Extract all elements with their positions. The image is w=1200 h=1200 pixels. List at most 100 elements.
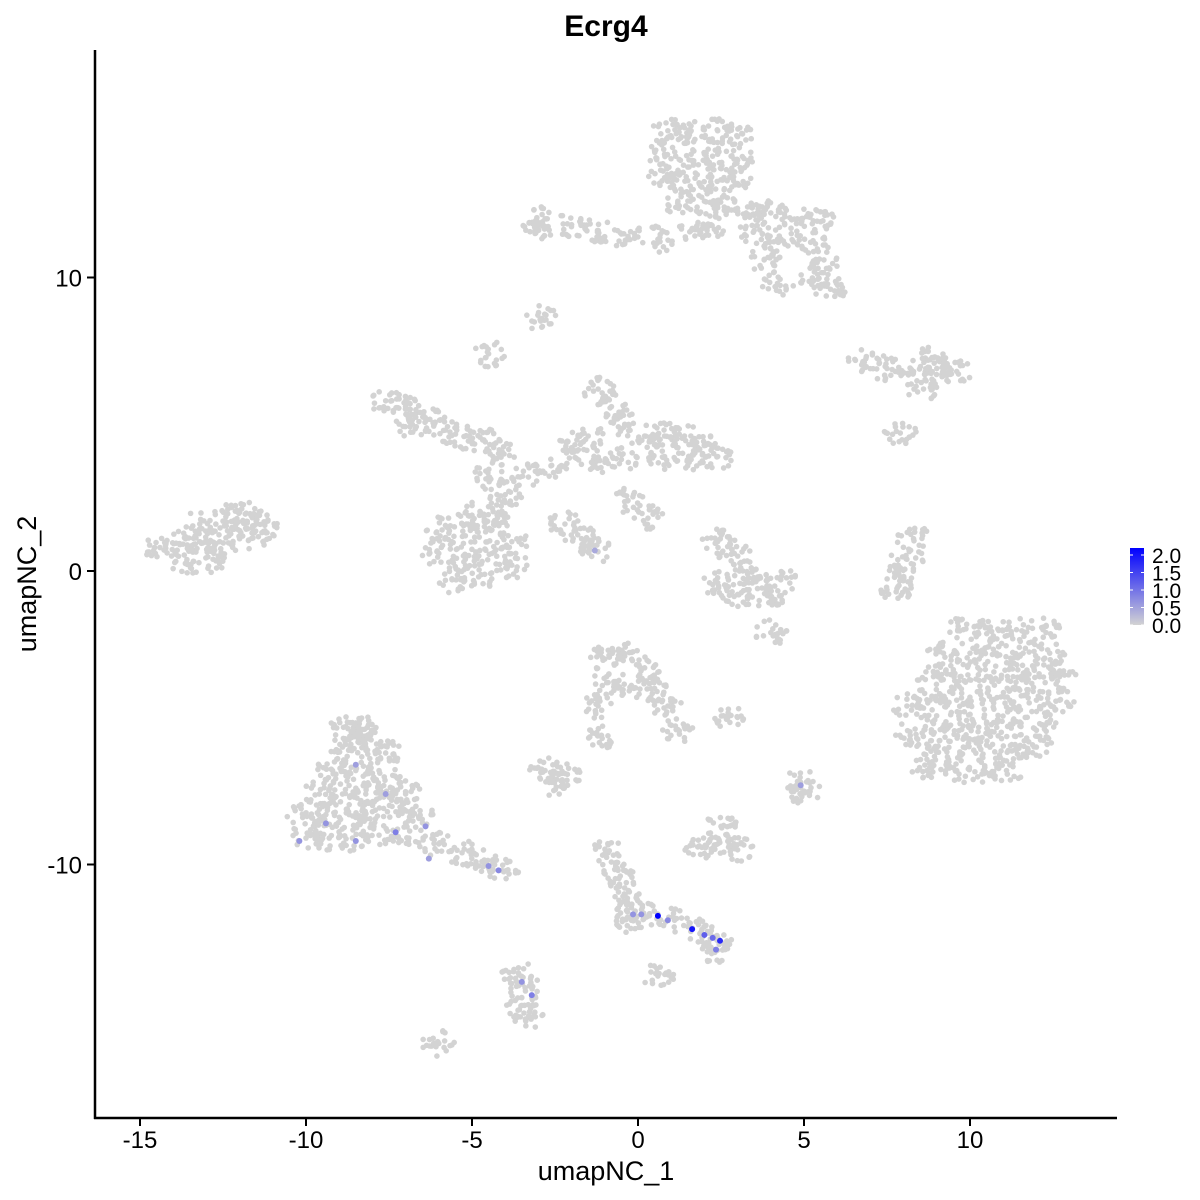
cell-point [173,540,179,546]
cell-point [507,500,513,507]
cell-point [516,482,522,488]
cell-point [910,568,917,574]
cell-point [604,744,611,751]
cell-point [491,341,498,348]
cell-point [365,717,372,724]
cell-point [369,721,375,728]
cell-point [699,945,706,952]
cell-point [293,830,299,836]
cell-point [903,556,909,562]
cell-point [355,739,361,745]
cell-point [728,551,735,558]
cell-point [478,561,485,567]
cell-point [504,859,510,866]
cell-point [992,675,999,682]
cell-point [820,242,827,248]
cell-point [990,719,997,726]
cell-point [510,571,517,577]
cell-point [169,546,176,553]
cell-point [605,733,611,739]
cell-point [627,684,633,691]
cell-point [899,437,905,443]
cell-point [664,178,671,185]
cell-point [629,869,636,875]
cell-point [611,227,618,233]
cell-point [490,543,497,550]
cell-point [1054,678,1061,684]
cell-point [512,1018,518,1024]
cell-point [801,223,808,230]
cell-point [164,550,170,556]
cell-point [898,721,905,727]
cell-point [696,210,703,217]
cell-point [547,232,554,238]
cell-point [175,528,182,535]
cell-point [309,815,316,821]
cell-point [987,639,994,645]
cell-point [1048,674,1055,681]
cell-point [771,262,778,269]
cell-point [701,442,708,449]
cell-point [794,216,801,222]
cell-point [1039,688,1046,695]
cell-point [426,561,433,567]
cell-point [604,378,611,385]
cell-point [994,764,1000,771]
cell-point [572,512,579,518]
cell-point [420,1036,426,1043]
cell-point [910,357,916,364]
cell-point [340,724,347,731]
cell-point [1009,748,1015,754]
cell-point [953,761,959,767]
cell-point [753,240,760,247]
cell-point [658,131,664,137]
cell-point [503,1002,510,1008]
cell-point [713,229,720,235]
cell-point [724,194,731,201]
cell-point [494,491,500,498]
cell-point [422,414,429,421]
cell-point [329,824,336,831]
cell-point [1015,708,1022,715]
cell-point [532,1024,539,1030]
cell-point [475,432,481,439]
cell-point [678,700,684,706]
cell-point [506,871,512,877]
cell-point [650,123,657,129]
cell-point [907,742,914,748]
cell-point [791,788,797,795]
cell-point [696,181,703,187]
cell-point [568,223,575,230]
cell-point [152,550,159,557]
cell-point [449,419,455,425]
cell-point [598,714,605,721]
cell-point [451,533,457,540]
cell-point [1051,618,1057,625]
cell-point [938,695,944,702]
cell-point [313,832,320,839]
cell-point [388,397,395,404]
cell-point [574,532,581,538]
cell-point [565,447,571,454]
cell-point [726,533,732,540]
cell-point [1024,745,1031,752]
cell-point [634,647,640,654]
cell-point [506,488,512,495]
cell-point [179,568,185,575]
cell-point [1050,724,1057,730]
cell-point [596,687,603,694]
cell-point [809,221,816,227]
cell-point [324,804,331,811]
cell-point [575,518,581,524]
cell-point [343,835,349,842]
cell-point [967,650,973,656]
cell-point [774,635,781,642]
cell-point [608,700,614,707]
cell-point [930,668,937,675]
cell-point [682,437,689,444]
cell-point [746,854,752,861]
cell-point [739,153,746,160]
cell-point [402,778,409,784]
cell-point [484,349,491,355]
cell-point [1026,649,1032,655]
